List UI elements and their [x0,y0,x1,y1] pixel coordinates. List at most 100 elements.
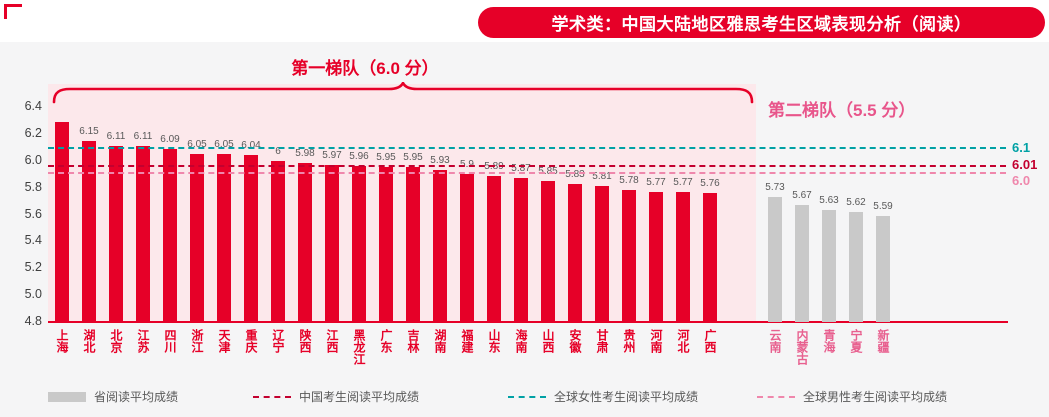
bar-福建 [460,174,474,322]
bar-value-label: 6 [275,145,281,157]
bar-value-label: 5.73 [765,182,785,194]
bar-value-label: 5.96 [349,151,369,163]
bar-value-label: 6.05 [214,139,234,151]
bar-海南 [514,178,528,322]
x-axis-label-重庆: 重庆 [244,329,258,353]
x-axis-label-贵州: 贵州 [622,329,636,353]
bar-value-label: 5.62 [846,196,866,208]
x-axis-label-四川: 四川 [163,329,177,353]
legend-item-4: 全球男性考生阅读平均成绩 [757,388,947,405]
reference-line-6.0 [48,171,1006,174]
x-axis-label-湖北: 湖北 [82,329,96,353]
x-axis-label-新疆: 新疆 [876,329,890,353]
bar-河南 [649,191,663,322]
tier2-label: 第二梯队（5.5 分） [768,101,916,120]
bar-广东 [379,167,393,322]
x-axis-label-海南: 海南 [514,329,528,353]
bar-value-label: 5.87 [511,163,531,175]
legend-item-1: 省阅读平均成绩 [48,388,178,405]
corner-accent [4,4,22,19]
reference-line-6.01 [48,165,1006,168]
legend-label: 全球女性考生阅读平均成绩 [554,390,699,404]
legend-swatch-bar [48,391,86,402]
x-axis-label-云南: 云南 [768,329,782,353]
bar-天津 [217,154,231,322]
x-axis-label-上海: 上海 [55,329,69,353]
tier1-label: 第一梯队（6.0 分） [291,59,439,78]
x-axis-label-山西: 山西 [541,329,555,353]
legend-item-3: 全球女性考生阅读平均成绩 [508,388,698,405]
bar-value-label: 5.76 [700,178,720,189]
bar-湖北 [82,140,96,322]
bar-value-label: 5.95 [376,152,396,164]
reference-line-value: 6.1 [1012,140,1031,155]
bar-value-label: 5.67 [792,190,812,202]
legend-label: 全球男性考生阅读平均成绩 [803,390,948,404]
bar-山东 [487,175,501,322]
bar-value-label: 5.93 [430,155,450,167]
x-axis-label-黑龙江: 黑龙江 [352,329,366,365]
bar-甘肃 [595,186,609,322]
bar-四川 [163,148,177,322]
legend-swatch-dash [253,395,291,398]
tier1-brace [52,82,754,104]
x-axis-label-山东: 山东 [487,329,501,353]
legend: 省阅读平均成绩 中国考生阅读平均成绩 全球女性考生阅读平均成绩 全球男性考生阅读平均成… [0,386,1049,410]
x-axis-label-天津: 天津 [217,329,231,353]
bar-辽宁 [271,160,285,322]
x-axis-label-广东: 广东 [379,329,393,353]
x-axis-label-河南: 河南 [649,329,663,353]
bar-value-label: 5.9 [460,159,474,171]
x-axis-label-甘肃: 甘肃 [595,329,609,353]
bar-value-label: 5.83 [565,168,585,180]
x-axis-label-青海: 青海 [822,329,836,353]
x-axis-label-江西: 江西 [325,329,339,353]
bar-value-label: 5.85 [538,165,558,177]
bar-value-label: 5.59 [873,200,893,212]
x-axis-label-河北: 河北 [676,329,690,353]
x-axis-label-江苏: 江苏 [136,329,150,353]
bar-value-label: 5.63 [819,195,839,207]
reference-line-value: 6.0 [1012,173,1031,188]
y-tick-label: 6.2 [24,125,42,140]
bar-江苏 [136,145,150,322]
bar-江西 [325,164,339,322]
legend-label: 省阅读平均成绩 [94,390,179,404]
y-tick-label: 5.4 [24,233,42,248]
x-axis-label-北京: 北京 [109,329,123,353]
bar-黑龙江 [352,166,366,322]
reference-line-6.1 [48,147,1006,150]
reference-line-value: 6.01 [1012,157,1038,172]
bar-山西 [541,180,555,322]
y-tick-label: 5.0 [24,287,42,302]
bar-北京 [109,145,123,322]
x-axis-label-广西: 广西 [703,329,717,353]
bar-宁夏 [849,211,863,322]
bar-value-label: 6.05 [187,139,207,151]
x-axis-label-安徽: 安徽 [568,329,582,353]
bar-value-label: 6.15 [79,125,99,137]
title-banner: 学术类：中国大陆地区雅思考生区域表现分析（阅读） [478,7,1045,38]
bar-value-label: 6.11 [106,130,126,142]
bar-value-label: 5.77 [646,176,666,188]
bar-广西 [703,193,717,322]
x-axis-label-吉林: 吉林 [406,329,420,353]
bar-value-label: 6.04 [241,140,261,152]
x-axis-label-内蒙古: 内蒙古 [795,329,809,365]
y-tick-label: 5.8 [24,179,42,194]
x-axis-label-湖南: 湖南 [433,329,447,353]
bar-value-label: 5.95 [403,152,423,164]
bar-安徽 [568,183,582,322]
legend-item-2: 中国考生阅读平均成绩 [253,388,419,405]
legend-swatch-dash [508,395,546,398]
x-axis-line [48,321,1008,323]
y-tick-label: 5.6 [24,206,42,221]
y-tick-label: 5.2 [24,260,42,275]
bar-河北 [676,191,690,322]
legend-label: 中国考生阅读平均成绩 [299,390,420,404]
x-axis-label-辽宁: 辽宁 [271,329,285,353]
bar-湖南 [433,170,447,322]
bar-value-label: 6.09 [160,133,180,145]
